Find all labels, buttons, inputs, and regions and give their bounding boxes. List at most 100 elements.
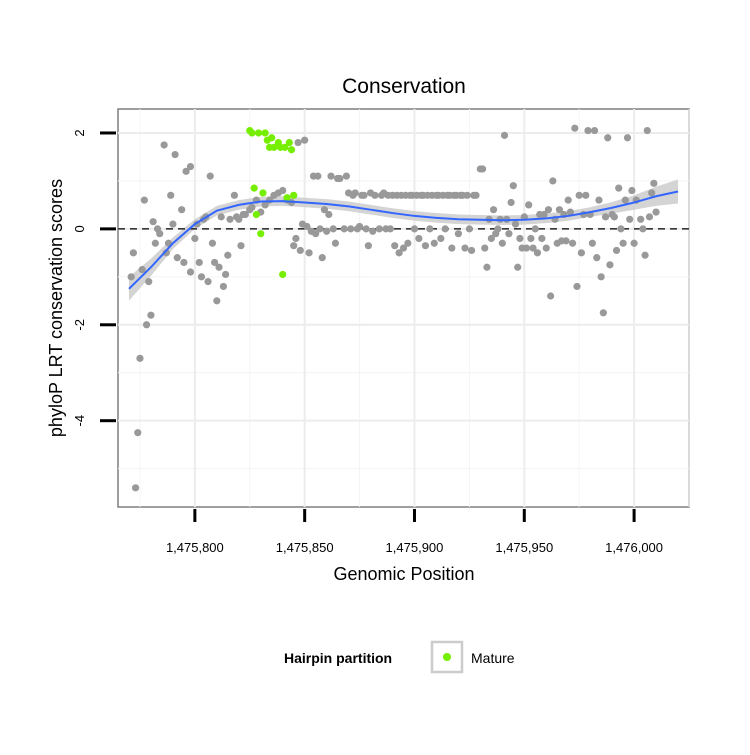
data-point xyxy=(169,220,177,228)
data-point xyxy=(639,225,647,233)
data-point xyxy=(573,282,581,291)
data-point xyxy=(511,220,520,228)
data-point-mature xyxy=(250,184,258,192)
data-point xyxy=(562,237,570,245)
data-point xyxy=(167,191,175,199)
data-point xyxy=(615,184,623,192)
data-point xyxy=(391,242,399,250)
data-point xyxy=(494,225,502,233)
data-point xyxy=(248,203,256,211)
data-point xyxy=(230,191,238,199)
data-point xyxy=(564,196,572,204)
data-point xyxy=(294,138,302,147)
data-point xyxy=(362,225,370,233)
data-point xyxy=(527,234,535,243)
data-point-mature xyxy=(279,270,287,279)
data-point xyxy=(375,225,383,233)
data-point xyxy=(237,242,245,250)
data-point xyxy=(542,244,550,252)
data-point xyxy=(628,186,636,195)
data-point xyxy=(186,268,195,276)
data-point xyxy=(437,234,445,243)
data-point xyxy=(136,354,144,362)
data-point xyxy=(489,206,498,214)
data-point xyxy=(430,239,438,247)
data-point-mature xyxy=(268,134,276,142)
data-point xyxy=(540,210,548,219)
data-point xyxy=(235,215,243,223)
data-point xyxy=(336,174,344,183)
data-point xyxy=(421,242,430,250)
data-point xyxy=(156,230,164,238)
data-point-mature xyxy=(270,143,278,151)
data-point xyxy=(340,225,348,233)
data-point xyxy=(529,244,537,252)
data-point xyxy=(386,225,394,233)
data-point xyxy=(593,254,601,262)
data-point xyxy=(650,179,658,187)
data-point xyxy=(538,234,546,243)
data-point xyxy=(606,261,614,269)
data-point xyxy=(222,270,230,279)
data-point xyxy=(364,242,372,250)
data-point-mature xyxy=(290,191,298,199)
data-point xyxy=(481,244,489,252)
x-tick-label: 1,475,850 xyxy=(276,540,334,555)
data-point xyxy=(599,309,607,317)
data-point xyxy=(219,282,228,291)
data-point xyxy=(577,249,585,257)
data-point xyxy=(314,172,322,180)
data-point xyxy=(355,222,364,231)
data-point xyxy=(292,234,300,243)
data-point xyxy=(597,273,605,281)
data-point xyxy=(566,208,575,216)
data-point xyxy=(195,258,203,267)
data-point xyxy=(590,126,599,135)
data-point xyxy=(331,239,340,247)
data-point xyxy=(173,254,181,262)
data-point xyxy=(323,227,331,235)
data-point xyxy=(224,251,232,259)
data-point xyxy=(226,215,234,223)
data-point xyxy=(217,213,225,221)
data-point xyxy=(648,189,656,197)
data-point xyxy=(360,191,368,199)
data-point xyxy=(371,191,379,199)
data-point-mature xyxy=(281,143,289,151)
data-point-mature xyxy=(252,210,260,219)
data-point xyxy=(522,244,531,252)
data-point xyxy=(454,230,463,238)
data-points xyxy=(127,124,660,492)
data-point xyxy=(630,239,638,247)
data-point xyxy=(186,162,195,171)
data-point xyxy=(525,201,533,209)
data-point xyxy=(296,246,304,255)
data-point xyxy=(507,198,515,207)
y-tick-label: -4 xyxy=(72,415,87,427)
data-point xyxy=(575,191,583,199)
data-point xyxy=(498,239,506,247)
data-point xyxy=(325,210,333,219)
data-point-mature xyxy=(257,230,265,238)
data-point xyxy=(448,244,456,252)
data-point xyxy=(582,191,590,199)
data-point xyxy=(129,249,137,257)
data-point xyxy=(208,239,217,247)
y-tick-label: 0 xyxy=(72,225,87,232)
data-point xyxy=(595,196,603,204)
data-point xyxy=(134,429,142,437)
y-tick-label: 2 xyxy=(72,129,87,136)
data-point xyxy=(329,225,337,233)
data-point xyxy=(160,141,168,149)
data-point xyxy=(320,206,329,214)
data-point xyxy=(305,249,313,257)
x-tick-label: 1,475,800 xyxy=(166,540,224,555)
data-point-mature xyxy=(248,129,256,137)
data-point-mature xyxy=(254,129,263,137)
y-tick-label: -2 xyxy=(72,319,87,331)
data-point xyxy=(516,234,524,243)
data-point xyxy=(279,186,287,195)
x-tick-label: 1,476,000 xyxy=(605,540,663,555)
data-point-mature xyxy=(283,194,291,202)
